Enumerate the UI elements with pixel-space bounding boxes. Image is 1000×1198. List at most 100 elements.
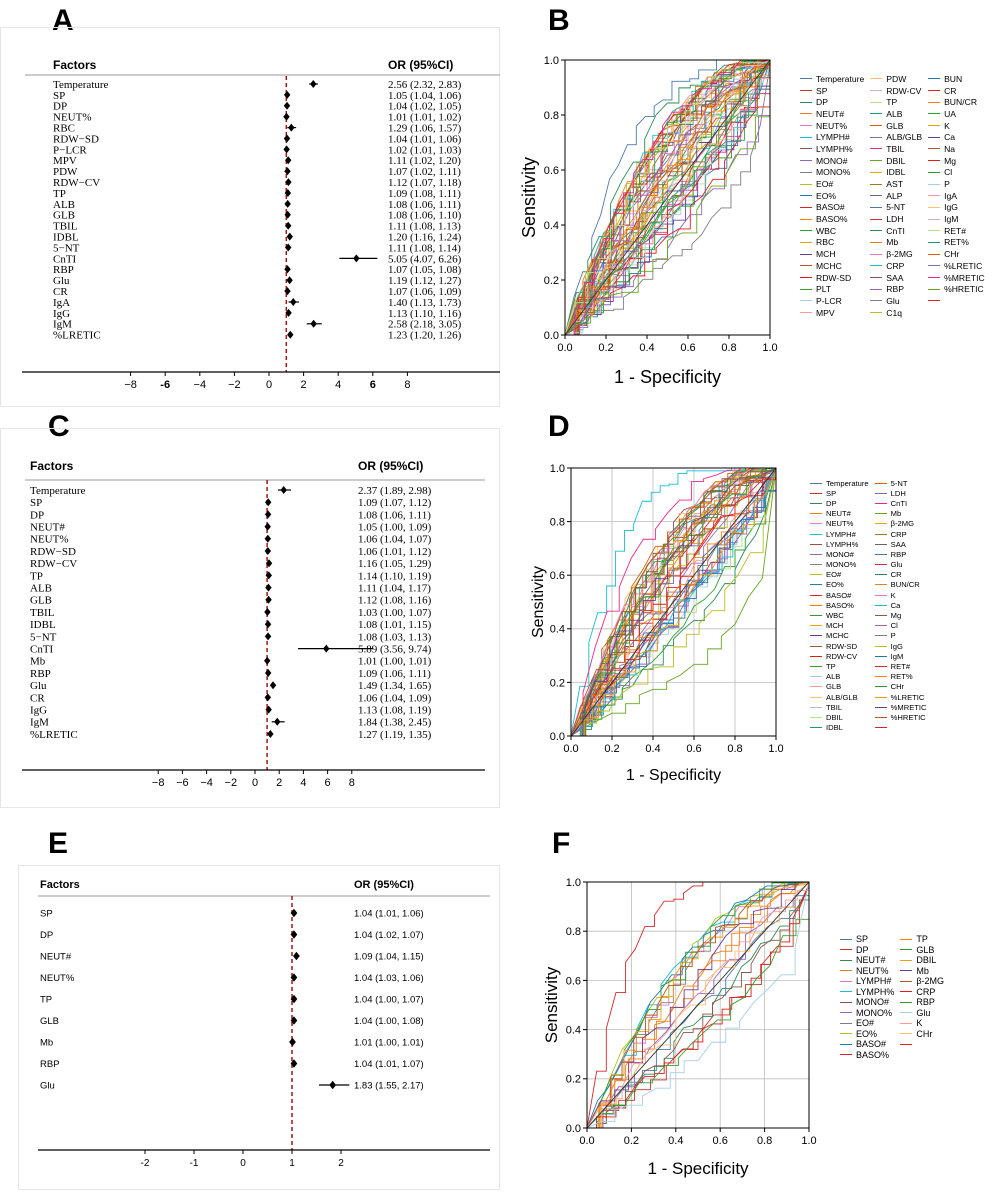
legend-item-d: TP xyxy=(810,661,869,671)
legend-swatch-b xyxy=(870,183,883,185)
legend-label-b: RBC xyxy=(816,237,835,248)
roc-x-tick-label-f: 0.6 xyxy=(713,1135,728,1147)
legend-item-d: P xyxy=(874,631,927,641)
legend-item-b: MONO# xyxy=(800,155,864,167)
forest-point-e xyxy=(289,1037,296,1047)
legend-label-b: DP xyxy=(816,97,828,108)
legend-swatch-d xyxy=(874,727,887,729)
forest-row-or-text-a: 2.58 (2.18, 3.05) xyxy=(388,319,462,331)
forest-point-e xyxy=(290,973,298,982)
forest-row-label-a: MPV xyxy=(53,155,77,167)
panel-label-d: D xyxy=(548,410,570,443)
roc-reference-diagonal-f xyxy=(586,881,810,1129)
forest-row-or-text-c: 1.27 (1.19, 1.35) xyxy=(358,729,432,741)
forest-row-or-text-e: 1.04 (1.02, 1.07) xyxy=(354,930,424,941)
forest-frame-c xyxy=(0,428,500,808)
forest-row-label-c: CnTI xyxy=(30,643,54,655)
legend-label-d: MCH xyxy=(826,621,844,631)
legend-label-b: %MRETIC xyxy=(944,272,985,283)
legend-item-f: BASO# xyxy=(840,1039,894,1050)
forest-row-label-c: Temperature xyxy=(30,485,86,497)
legend-item-b: MCH xyxy=(800,248,864,260)
roc-curve-d xyxy=(571,467,777,737)
forest-row-or-text-a: 1.09 (1.08, 1.11) xyxy=(388,188,461,200)
legend-swatch-f xyxy=(840,1022,852,1024)
roc-curve-f xyxy=(586,882,810,1129)
legend-item-d: RDW-CV xyxy=(810,651,869,661)
roc-x-tick-label-f: 1.0 xyxy=(801,1135,816,1147)
legend-label-f: BASO# xyxy=(856,1039,887,1050)
legend-label-d: GLB xyxy=(826,682,842,692)
forest-row-or-text-c: 1.12 (1.08, 1.16) xyxy=(358,595,432,607)
roc-x-tick-label-d: 1.0 xyxy=(768,743,783,755)
roc-curve-f xyxy=(587,881,810,1129)
forest-x-tick-label-e: -1 xyxy=(190,1158,199,1169)
legend-item-b: Mb xyxy=(870,237,922,249)
legend-swatch-d xyxy=(810,584,822,586)
legend-label-b: K xyxy=(944,120,950,131)
forest-point-a xyxy=(310,319,317,328)
forest-row-or-text-a: 1.29 (1.06, 1.57) xyxy=(388,122,462,134)
legend-swatch-f xyxy=(900,1012,913,1014)
forest-x-tick-label-a: −8 xyxy=(124,379,137,391)
legend-swatch-b xyxy=(928,90,941,92)
legend-swatch-d xyxy=(874,594,887,596)
roc-plot-b: 0.0 0.2 0.4 0.6 0.8 1.0 0.0 0.2 0.4 0.6 0.8 1.0 1 - … xyxy=(519,55,778,387)
legend-swatch-d xyxy=(874,564,887,566)
legend-swatch-b xyxy=(928,125,941,127)
roc-curve-b xyxy=(564,60,771,336)
legend-item-b: GLB xyxy=(870,120,922,132)
roc-curve-b xyxy=(565,60,771,336)
legend-swatch-b xyxy=(928,101,941,103)
legend-item-b: RBC xyxy=(800,237,864,249)
legend-label-d: ALB/GLB xyxy=(826,692,858,702)
legend-label-f: MONO% xyxy=(856,1007,892,1018)
legend-swatch-d xyxy=(874,625,887,627)
forest-point-c xyxy=(265,571,272,580)
forest-row-label-e: SP xyxy=(40,908,53,919)
forest-x-tick-label-a: −2 xyxy=(228,379,241,391)
legend-swatch-d xyxy=(874,645,887,647)
legend-label-b: RDW-CV xyxy=(886,85,922,96)
forest-row-label-a: RDW−SD xyxy=(53,133,99,145)
forest-point-c xyxy=(264,498,272,507)
legend-item-b: 5-NT xyxy=(870,202,922,214)
legend-item-b: Temperature xyxy=(800,73,864,85)
legend-item-b: TP xyxy=(870,96,922,108)
legend-item-b: IgM xyxy=(928,213,985,225)
legend-label-d: TBIL xyxy=(826,702,843,712)
legend-item-d: RET# xyxy=(874,661,927,671)
legend-swatch-d xyxy=(874,502,887,504)
legend-swatch-f xyxy=(900,980,913,982)
legend-item-b: %HRETIC xyxy=(928,283,985,295)
roc-curve-b xyxy=(564,60,771,336)
legend-item-b: PLT xyxy=(800,283,864,295)
roc-y-tick-label-b: 0.4 xyxy=(544,220,559,232)
legend-label-b: CRP xyxy=(886,260,905,271)
roc-curve-f xyxy=(587,882,810,1129)
forest-row-label-a: Glu xyxy=(53,275,70,287)
forest-x-tick-label-e: -2 xyxy=(141,1158,150,1169)
legend-swatch-d xyxy=(874,615,887,617)
legend-item-d: β-2MG xyxy=(874,519,927,529)
legend-swatch-f xyxy=(840,1001,852,1003)
legend-label-d: Mb xyxy=(890,509,902,519)
roc-x-tick-label-b: 0.4 xyxy=(639,342,654,354)
legend-label-f: CRP xyxy=(916,986,936,997)
roc-y-axis-label-d: Sensitivity xyxy=(530,566,547,638)
legend-item-b: IDBL xyxy=(870,167,922,179)
roc-legend-f: SP DP NEUT# NEUT% LYMPH# LYMPH% MONO# MONO% EO# E… xyxy=(840,934,944,1060)
forest-row-or-text-a: 1.13 (1.10, 1.16) xyxy=(388,308,462,320)
legend-item-b: TBIL xyxy=(870,143,922,155)
legend-swatch-f xyxy=(840,970,852,972)
forest-row-label-a: SP xyxy=(53,90,65,102)
legend-item-d: LYMPH# xyxy=(810,529,869,539)
legend-label-b: Mb xyxy=(886,237,899,248)
legend-label-b: CR xyxy=(944,85,957,96)
forest-row-label-c: TP xyxy=(30,570,43,582)
forest-row-or-text-e: 1.09 (1.04, 1.15) xyxy=(354,951,424,962)
roc-curve-d xyxy=(571,468,777,737)
forest-plot-e: Factors OR (95%CI) SP 1.04 (1.01, 1.06) DP 1.… xyxy=(38,879,490,1169)
legend-item-f: TP xyxy=(900,934,944,945)
legend-item-d: Glu xyxy=(874,560,927,570)
